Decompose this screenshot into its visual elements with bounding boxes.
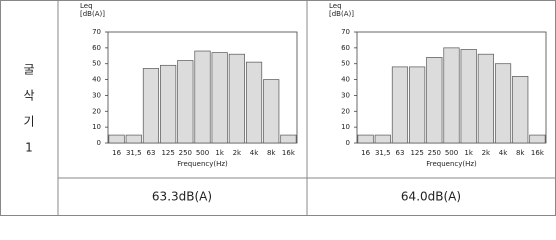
bar xyxy=(228,53,245,144)
y-tick-label: 10 xyxy=(341,123,350,131)
result: 64.0dB(A) xyxy=(401,190,461,204)
x-tick-label: 63 xyxy=(395,149,404,157)
x-tick-label: 4k xyxy=(499,149,508,157)
bar xyxy=(245,61,263,144)
y-tick-label: 20 xyxy=(92,107,101,115)
y-tick-label: 70 xyxy=(341,28,350,36)
bar xyxy=(160,64,177,144)
x-tick-label: 500 xyxy=(196,149,209,157)
row-label: 기 xyxy=(23,115,34,129)
bar xyxy=(357,134,374,144)
bar xyxy=(280,134,297,144)
y-tick-label: 40 xyxy=(92,76,101,84)
y-tick-label: 50 xyxy=(92,60,101,68)
bar xyxy=(108,134,125,144)
row-label: 굴 xyxy=(23,63,34,77)
bar xyxy=(529,134,546,144)
y-tick-label: 60 xyxy=(341,44,350,52)
y-tick-label: 20 xyxy=(341,107,350,115)
y-axis-label: Leq xyxy=(329,2,342,10)
x-tick-label: 250 xyxy=(428,149,441,157)
row-label: 1 xyxy=(25,141,33,155)
bar xyxy=(443,47,460,144)
bar xyxy=(142,68,160,144)
bar xyxy=(374,134,391,144)
y-tick-label: 30 xyxy=(92,91,101,99)
x-tick-label: 31,5 xyxy=(375,149,391,157)
x-tick-label: 16k xyxy=(531,149,545,157)
y-tick-label: 70 xyxy=(92,28,101,36)
bar xyxy=(125,134,142,144)
y-tick-label: 0 xyxy=(346,139,350,147)
x-tick-label: 8k xyxy=(267,149,276,157)
x-tick-label: 16k xyxy=(282,149,296,157)
x-tick-label: 31,5 xyxy=(126,149,142,157)
y-tick-label: 0 xyxy=(97,139,101,147)
x-tick-label: 250 xyxy=(179,149,192,157)
result: 63.3dB(A) xyxy=(152,190,212,204)
row-label: 삭 xyxy=(23,89,34,103)
bar xyxy=(477,53,494,144)
x-tick-label: 2k xyxy=(482,149,491,157)
x-tick-label: 4k xyxy=(250,149,259,157)
bar xyxy=(211,52,228,144)
x-tick-label: 63 xyxy=(146,149,155,157)
y-tick-label: 10 xyxy=(92,123,101,131)
y-tick-label: 60 xyxy=(92,44,101,52)
bar xyxy=(460,49,477,144)
bar xyxy=(391,66,409,144)
bar xyxy=(194,50,211,144)
x-tick-label: 125 xyxy=(161,149,174,157)
x-tick-label: 16 xyxy=(361,149,370,157)
x-axis-label: Frequency(Hz) xyxy=(177,160,228,168)
y-tick-label: 30 xyxy=(341,91,350,99)
bar xyxy=(263,79,280,144)
y-axis-label: [dB(A)] xyxy=(329,10,354,18)
x-tick-label: 1k xyxy=(215,149,224,157)
x-axis-label: Frequency(Hz) xyxy=(426,160,477,168)
document: 굴 삭 기 1 63.3dB(A) 64.0dB(A) Leq[dB(A)]01… xyxy=(0,0,556,216)
y-tick-label: 50 xyxy=(341,60,350,68)
y-axis-label: [dB(A)] xyxy=(80,10,105,18)
x-tick-label: 1k xyxy=(464,149,473,157)
y-tick-label: 40 xyxy=(341,76,350,84)
x-tick-label: 500 xyxy=(445,149,458,157)
bar xyxy=(409,66,426,144)
bar xyxy=(177,60,194,144)
x-tick-label: 2k xyxy=(233,149,242,157)
bar xyxy=(494,63,512,144)
bar xyxy=(426,57,443,144)
x-tick-label: 8k xyxy=(516,149,525,157)
bar xyxy=(512,76,529,144)
y-axis-label: Leq xyxy=(80,2,93,10)
x-tick-label: 16 xyxy=(112,149,121,157)
x-tick-label: 125 xyxy=(410,149,423,157)
